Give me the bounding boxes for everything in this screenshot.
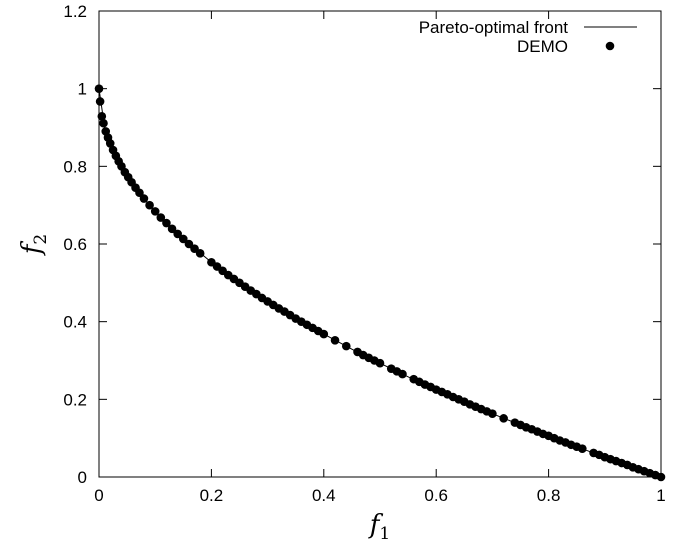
data-point: [156, 213, 166, 222]
data-point: [173, 229, 182, 239]
y-tick-label: 0.2: [63, 390, 87, 409]
y-axis-label: f2: [17, 234, 51, 256]
data-point: [375, 358, 385, 368]
data-point: [167, 224, 177, 234]
x-tick-label: 0: [94, 486, 103, 505]
data-point: [341, 341, 351, 351]
data-point: [398, 369, 407, 379]
data-point: [499, 414, 508, 423]
data-point: [656, 472, 666, 482]
y-axis-ticks: 0 0.2 0.4 0.6 0.8 1 1.2: [63, 2, 661, 487]
y-tick-label: 1: [78, 80, 87, 99]
y-tick-label: 0.8: [63, 157, 87, 176]
x-axis-label: f1: [368, 510, 390, 542]
plot-area: [98, 10, 662, 478]
data-point: [319, 329, 329, 339]
legend-label-pareto-front: Pareto-optimal front: [419, 18, 569, 37]
series-line-pareto-front: [98, 88, 662, 478]
plot-frame: [98, 10, 662, 478]
data-point: [139, 194, 149, 203]
x-tick-label: 1: [656, 486, 665, 505]
y-tick-label: 0.6: [63, 235, 87, 254]
data-point: [97, 111, 107, 121]
y-axis-label-sub: 2: [31, 234, 51, 245]
legend-label-demo: DEMO: [517, 37, 568, 56]
x-tick-label: 0.2: [200, 486, 224, 505]
data-point: [94, 84, 104, 93]
data-point: [150, 207, 160, 216]
data-point: [330, 336, 340, 345]
y-tick-label: 1.2: [63, 2, 87, 21]
y-tick-label: 0: [78, 468, 87, 487]
data-point: [95, 97, 105, 106]
x-tick-label: 0.8: [537, 486, 561, 505]
legend-swatch-point: [605, 41, 615, 51]
data-point: [145, 200, 154, 210]
data-point: [162, 218, 171, 228]
y-tick-label: 0.4: [63, 313, 87, 332]
data-point: [578, 444, 587, 453]
data-point: [195, 249, 205, 258]
data-point: [105, 139, 115, 148]
data-point: [99, 118, 108, 128]
data-point: [135, 188, 144, 198]
x-axis-label-sub: 1: [379, 524, 390, 542]
data-point: [179, 234, 188, 244]
x-tick-label: 0.6: [424, 486, 448, 505]
series-layer: [94, 84, 666, 482]
data-point: [488, 409, 497, 419]
x-axis-ticks: 0 0.2 0.4 0.6 0.8 1: [94, 11, 666, 505]
x-tick-label: 0.4: [312, 486, 336, 505]
